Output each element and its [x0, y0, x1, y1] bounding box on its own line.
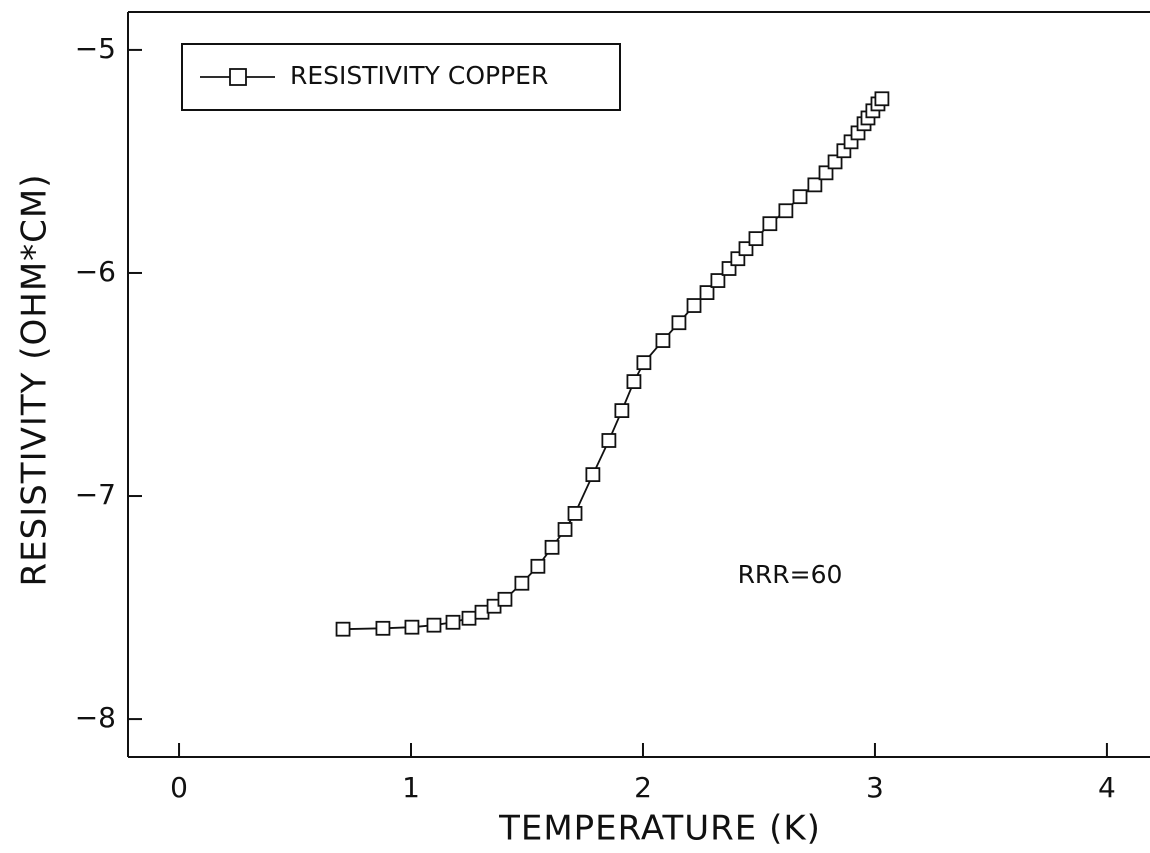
legend-marker [229, 68, 247, 86]
data-point [792, 189, 808, 205]
data-point [626, 374, 642, 390]
data-point [544, 539, 560, 555]
data-point [807, 177, 823, 193]
y-tick-label: −7 [75, 478, 116, 511]
x-tick-label: 4 [1098, 771, 1116, 804]
series-line [343, 98, 883, 631]
data-point [827, 154, 843, 170]
data-point [614, 403, 630, 418]
y-tick-label: −6 [75, 255, 116, 288]
legend-label: RESISTIVITY COPPER [290, 61, 548, 90]
data-point [567, 506, 583, 521]
data-point [748, 231, 764, 247]
x-tick-label: 1 [402, 771, 420, 804]
data-point [601, 433, 617, 448]
data-point [671, 315, 687, 331]
data-point [818, 165, 834, 181]
y-axis-label: RESISTIVITY (OHM*CM) [15, 174, 55, 587]
x-tick-label: 0 [170, 771, 188, 804]
data-point [474, 604, 490, 620]
data-point [778, 203, 794, 219]
data-point [686, 298, 702, 313]
data-point [636, 355, 652, 371]
data-point [710, 273, 726, 288]
data-point [585, 467, 601, 483]
data-point [530, 558, 546, 574]
x-tick-label: 2 [634, 771, 652, 804]
data-point [335, 621, 351, 637]
y-tick-label: −8 [75, 701, 116, 734]
annotation: RRR=60 [738, 560, 843, 589]
x-tick-label: 3 [866, 771, 884, 804]
data-point [461, 610, 477, 626]
data-point [655, 333, 671, 348]
data-point [375, 620, 391, 636]
data-point [514, 575, 530, 591]
data-point [874, 91, 890, 107]
data-point [404, 619, 420, 635]
data-point [557, 522, 573, 537]
data-point [445, 614, 461, 630]
data-point [497, 591, 513, 607]
data-point [699, 285, 715, 301]
y-tick-label: −5 [75, 32, 116, 65]
data-point [426, 617, 442, 633]
data-point [762, 216, 778, 232]
x-axis-label: TEMPERATURE (K) [498, 809, 821, 849]
